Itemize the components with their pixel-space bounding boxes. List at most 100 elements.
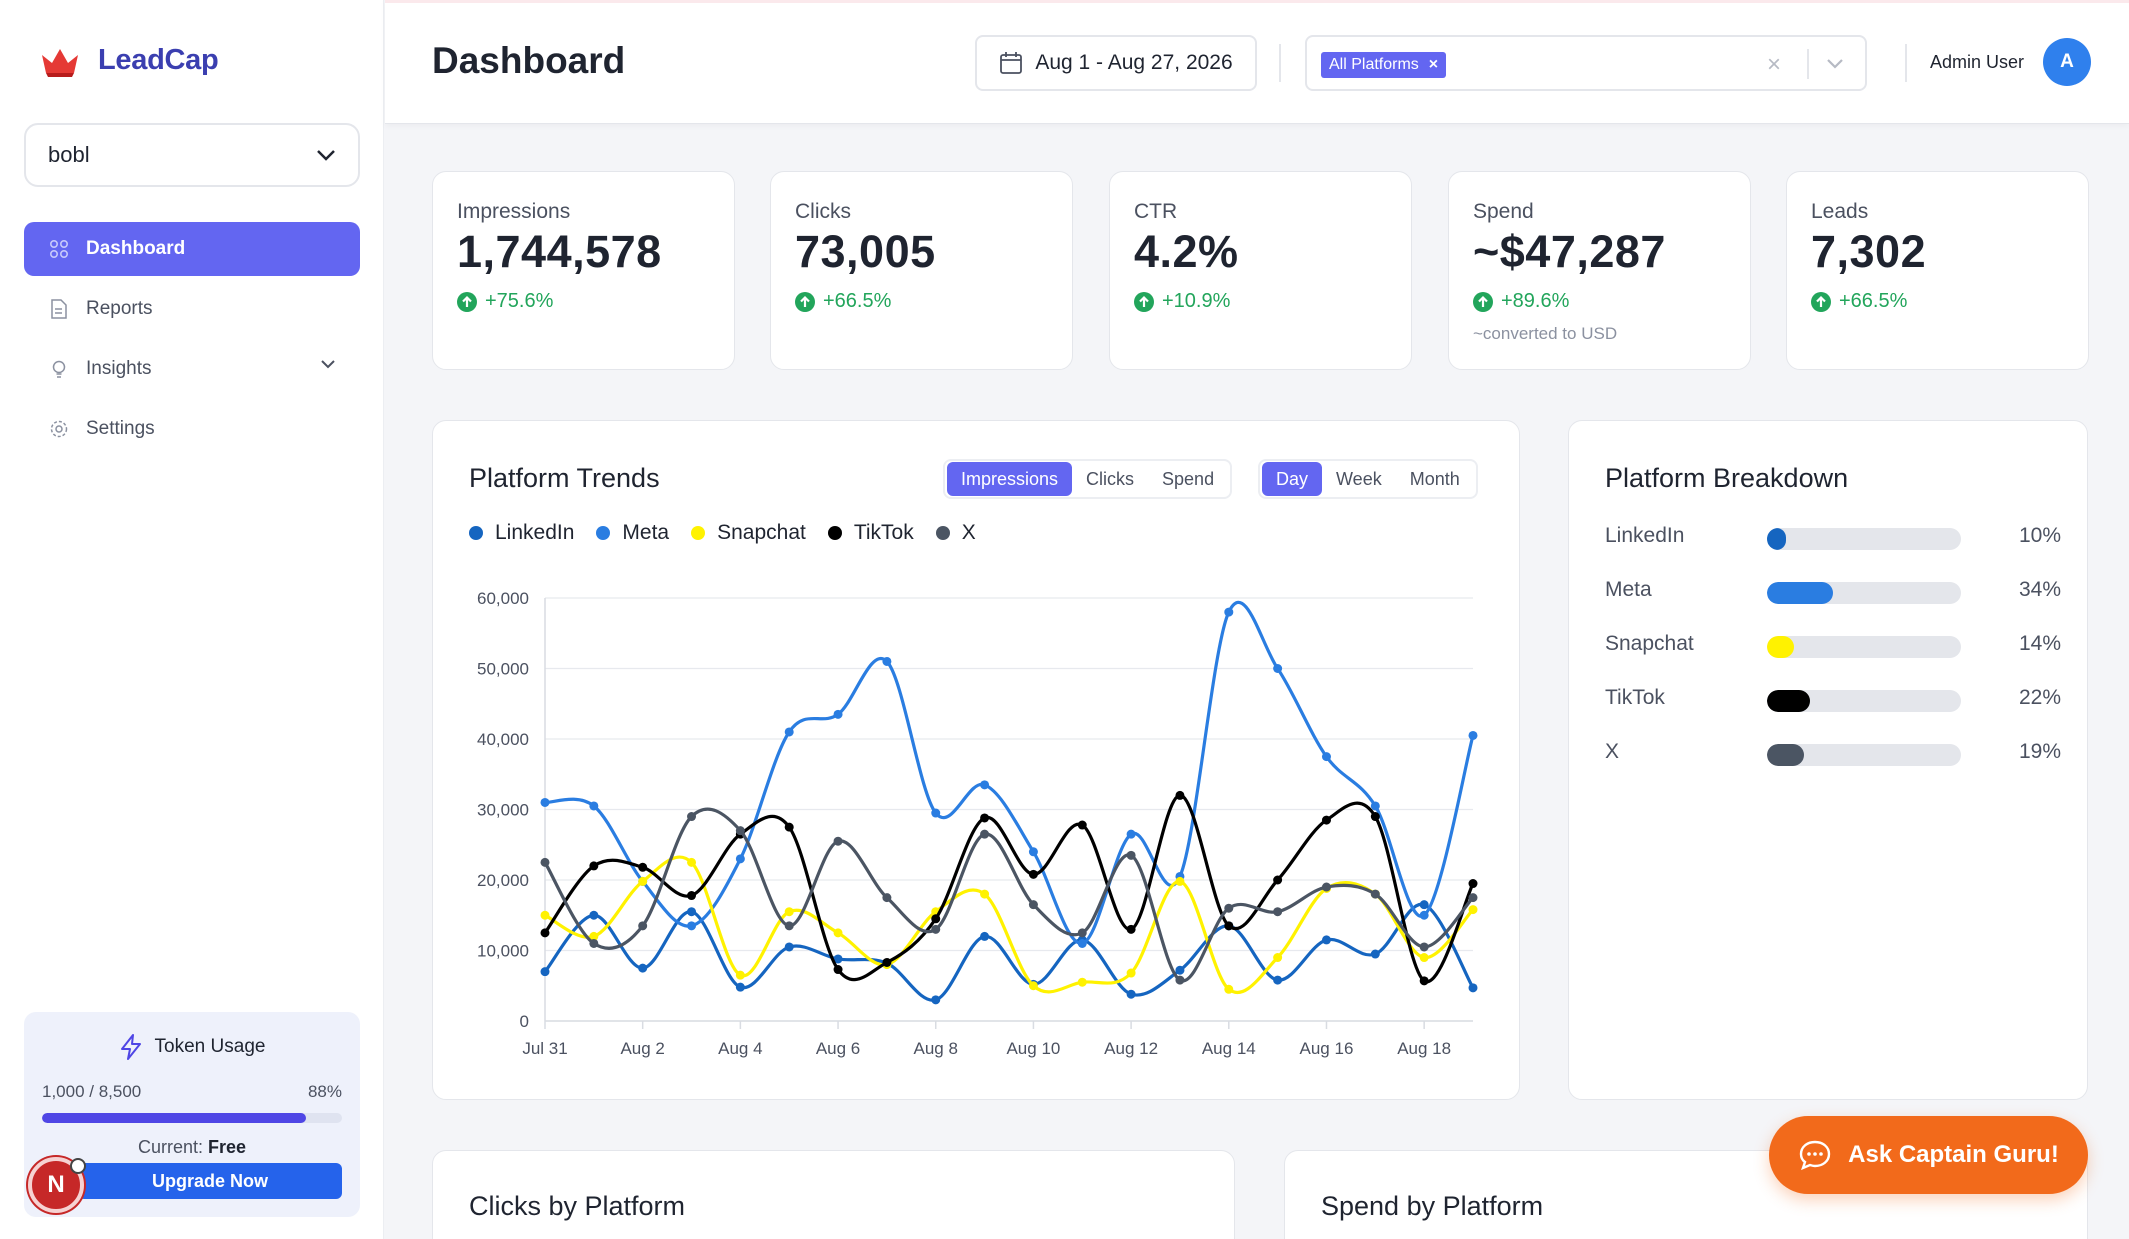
legend-item-meta[interactable]: Meta [596,521,669,545]
avatar-letter: A [2060,51,2074,72]
chip-remove-icon[interactable]: × [1428,56,1439,73]
legend-label: Meta [622,521,670,544]
breakdown-platform-name: X [1605,740,1620,763]
breakdown-platform-name: TikTok [1605,686,1665,709]
kpi-change: +89.6% [1473,290,1569,313]
data-point [1370,801,1380,811]
calendar-icon [1000,52,1023,74]
data-point [638,862,648,872]
legend-label: Snapchat [717,521,806,544]
legend-item-snapchat[interactable]: Snapchat [691,521,806,545]
series-line-x [543,807,1475,983]
data-point [589,938,599,948]
breakdown-platform-name: LinkedIn [1605,524,1685,547]
breakdown-bar-fill [1767,690,1810,712]
tab-month[interactable]: Month [1409,468,1460,489]
user-name[interactable]: Admin User [1930,52,2025,72]
avatar[interactable]: A [2043,38,2091,86]
sidebar-item-settings[interactable]: Settings [24,402,360,456]
sidebar-item-dashboard[interactable]: Dashboard [24,222,360,276]
tab-impressions[interactable]: Impressions [947,462,1073,496]
platform-trends-panel: Platform Trends Impressions Clicks Spend… [432,420,1520,1100]
top-header: Dashboard Aug 1 - Aug 27, 2026 All Platf… [385,0,2129,124]
data-point [1175,965,1185,975]
badge-letter: N [47,1171,65,1198]
legend-label: X [961,521,976,544]
sidebar-item-insights[interactable]: Insights [24,342,360,396]
data-point [1273,664,1283,673]
x-tick-label: Aug 14 [1202,1039,1256,1058]
data-point [687,891,697,901]
data-point [1028,900,1038,910]
ask-captain-guru-button[interactable]: Ask Captain Guru! [1769,1116,2088,1194]
data-point [980,780,990,790]
brand[interactable]: LeadCap [40,44,219,77]
x-tick-label: Aug 18 [1397,1039,1451,1058]
chevron-down-icon[interactable] [1825,53,1845,73]
data-point [882,957,892,967]
legend-item-tiktok[interactable]: TikTok [827,521,914,545]
data-point [589,861,599,871]
data-point [1175,790,1185,800]
token-usage-row: 1,000 / 8,500 88% [42,1082,342,1102]
tab-spend[interactable]: Spend [1162,468,1215,489]
header-divider [1905,44,1907,82]
current-plan-label: Current: [137,1137,203,1157]
kpi-label: Spend [1473,200,1534,223]
panel-title: Clicks by Platform [469,1191,686,1221]
data-point [931,924,941,934]
data-point [1224,921,1234,931]
sidebar-item-reports[interactable]: Reports [24,282,360,336]
ask-captain-guru-label: Ask Captain Guru! [1848,1141,2059,1168]
data-point [687,812,697,822]
clear-selection-icon[interactable]: × [1767,51,1782,78]
data-point [1468,893,1478,903]
data-point [784,942,794,952]
data-point [1419,942,1429,952]
data-point [833,928,843,938]
legend-label: TikTok [853,521,914,544]
series-line-tiktok [543,793,1475,984]
tab-day[interactable]: Day [1262,462,1323,496]
workspace-select[interactable]: bobl [24,123,360,187]
data-point [1077,820,1087,830]
upgrade-now-button[interactable]: Upgrade Now [78,1163,342,1199]
kpi-change-value: +66.5% [823,290,892,312]
tab-clicks[interactable]: Clicks [1086,468,1135,489]
breakdown-row-meta: Meta 34% [1605,578,2061,608]
data-point [931,995,941,1005]
arrow-up-circle-icon [795,291,815,312]
data-point [1468,905,1478,915]
tab-week[interactable]: Week [1336,468,1382,489]
kpi-change: +66.5% [795,290,891,313]
breakdown-row-linkedin: LinkedIn 10% [1605,524,2061,554]
token-usage-title: Token Usage [24,1034,360,1060]
arrow-up-circle-icon [1811,291,1831,312]
x-tick-label: Aug 6 [816,1039,860,1058]
kpi-value: 4.2% [1134,226,1239,277]
data-point [1126,989,1136,999]
platform-filter-select[interactable]: All Platforms × × [1305,35,1867,91]
breakdown-row-tiktok: TikTok 22% [1605,686,2061,716]
arrow-up-circle-icon [1473,291,1493,312]
kpi-change-value: +75.6% [485,290,554,312]
y-tick-label: 50,000 [477,660,529,679]
kpi-label: CTR [1134,200,1178,223]
legend-label: LinkedIn [495,521,575,544]
breakdown-percent: 22% [2018,686,2061,709]
token-usage-bar-fill [42,1113,306,1123]
kpi-change-value: +66.5% [1839,290,1908,312]
date-range-picker[interactable]: Aug 1 - Aug 27, 2026 [975,35,1257,91]
kpi-change-value: +10.9% [1162,290,1231,312]
legend-item-x[interactable]: X [935,521,976,545]
data-point [1077,977,1087,987]
kpi-change: +75.6% [457,290,553,313]
period-toggle: Day Week Month [1258,459,1478,499]
data-point [1273,907,1283,917]
legend-item-linkedin[interactable]: LinkedIn [469,521,574,545]
dev-tools-badge[interactable]: N [28,1157,84,1213]
platform-chip[interactable]: All Platforms × [1321,52,1447,78]
data-point [1273,875,1283,885]
data-point [1126,850,1136,860]
clicks-by-platform-panel: Clicks by Platform [432,1150,1235,1239]
